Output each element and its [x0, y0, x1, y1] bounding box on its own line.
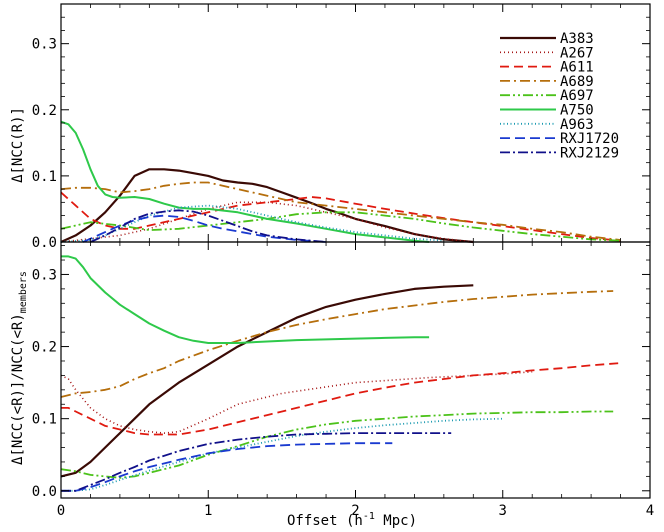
legend-label-a963: A963 [560, 117, 594, 133]
bottom-series-a267 [60, 371, 533, 434]
x-tick-label: 0 [57, 503, 65, 519]
legend-label-a689: A689 [560, 74, 594, 90]
top-y-tick-label: 0.1 [32, 169, 57, 185]
x-tick-label: 1 [204, 503, 212, 519]
bottom-series-a750 [61, 255, 430, 344]
top-tick-labels: 0.0 0.1 0.2 0.3 [32, 37, 57, 251]
top-series-a611 [60, 191, 621, 242]
bottom-series-group [60, 255, 621, 492]
legend-label-rxj1720: RXJ1720 [560, 131, 619, 147]
x-tick-label: 4 [646, 503, 654, 519]
x-axis-label: Offset (h-1 Mpc) [287, 511, 417, 529]
legend-label-rxj2129: RXJ2129 [560, 145, 619, 161]
top-series-rxj1720 [82, 214, 327, 243]
top-y-tick-label: 0.0 [32, 235, 57, 251]
bottom-series-a611 [61, 362, 621, 436]
legend-label-a611: A611 [560, 60, 594, 76]
top-series-a383 [60, 168, 474, 244]
top-series-a963 [60, 204, 444, 243]
top-series-a689 [60, 181, 621, 241]
bottom-series-a383 [60, 284, 474, 478]
top-series-rxj2129 [90, 209, 327, 243]
bottom-tick-labels: 0 1 2 3 4 0.0 0.1 0.2 0.3 [32, 267, 655, 519]
top-y-tick-label: 0.2 [32, 103, 57, 119]
x-axis-label-sup: -1 [363, 511, 375, 522]
legend: A383A267A611A689A697A750A963RXJ1720RXJ21… [500, 31, 619, 161]
top-series-group [60, 120, 621, 244]
bottom-y-axis-label: Δ[NCC(<R)]/NCC(<R)members [10, 271, 29, 465]
top-panel: 0.00.10.20.3 Δ[NCC(R)] A383A267A611A689A… [10, 3, 651, 251]
top-y-axis-label: Δ[NCC(R)] [10, 107, 26, 183]
bottom-y-tick-label: 0.0 [32, 484, 57, 500]
bottom-y-axis-label-sub: members [18, 271, 29, 313]
bottom-y-tick-label: 0.2 [32, 340, 57, 356]
legend-label-a750: A750 [560, 103, 594, 119]
top-series-a697 [60, 211, 621, 242]
top-y-tick-label: 0.3 [32, 37, 57, 53]
x-axis-label-main: Offset (h [287, 513, 363, 529]
top-series-a267 [60, 201, 474, 243]
bottom-series-a963 [61, 417, 503, 492]
legend-label-a267: A267 [560, 45, 594, 61]
legend-label-a697: A697 [560, 88, 594, 104]
x-axis-label-end: Mpc) [375, 513, 417, 529]
bottom-series-a689 [60, 290, 614, 398]
bottom-series-rxj1720 [61, 442, 393, 492]
bottom-y-tick-label: 0.3 [32, 267, 57, 283]
bottom-series-rxj2129 [61, 432, 452, 492]
bottom-y-axis-label-main: Δ[NCC(<R)]/NCC(<R) [10, 313, 26, 465]
bottom-ticks [60, 242, 651, 498]
bottom-y-tick-label: 0.1 [32, 412, 57, 428]
x-tick-label: 2 [351, 503, 359, 519]
bottom-panel: 0 1 2 3 4 0.0 0.1 0.2 0.3 Δ[NCC(<R)]/NCC(<R)memb… [10, 241, 655, 529]
top-series-a750 [60, 120, 430, 243]
bottom-plot-frame [60, 241, 651, 499]
legend-label-a383: A383 [560, 31, 594, 47]
x-tick-label: 3 [499, 503, 507, 519]
bottom-series-a697 [60, 410, 614, 479]
